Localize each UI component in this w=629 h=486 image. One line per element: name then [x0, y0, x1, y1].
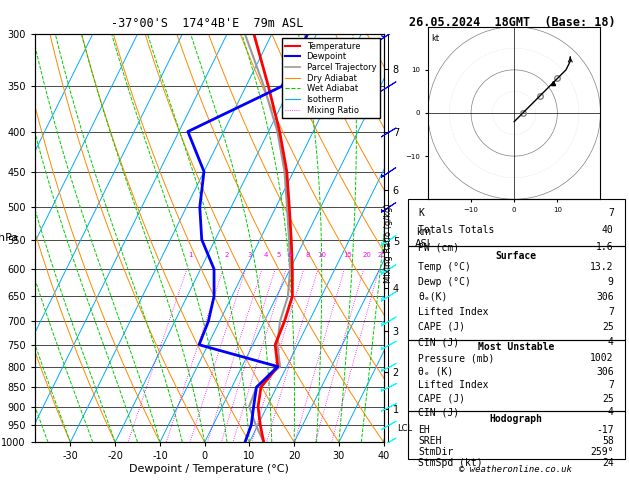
Text: 4: 4 [608, 407, 614, 417]
Text: 4: 4 [264, 252, 268, 258]
Text: 306: 306 [596, 292, 614, 302]
Text: 26.05.2024  18GMT  (Base: 18): 26.05.2024 18GMT (Base: 18) [409, 16, 615, 29]
Text: 1: 1 [189, 252, 193, 258]
Text: 8: 8 [305, 252, 309, 258]
Text: StmDir: StmDir [418, 447, 454, 457]
Text: CIN (J): CIN (J) [418, 407, 460, 417]
Text: 25: 25 [602, 322, 614, 332]
Text: CAPE (J): CAPE (J) [418, 322, 465, 332]
Text: Surface: Surface [496, 251, 537, 261]
Text: 7: 7 [608, 208, 614, 218]
Text: 9: 9 [608, 277, 614, 287]
Text: PW (cm): PW (cm) [418, 242, 460, 252]
Text: -17: -17 [596, 425, 614, 434]
Text: Pressure (mb): Pressure (mb) [418, 353, 495, 363]
Bar [408, 411, 625, 459]
Text: EH: EH [418, 425, 430, 434]
Text: hPa: hPa [0, 233, 18, 243]
Legend: Temperature, Dewpoint, Parcel Trajectory, Dry Adiabat, Wet Adiabat, Isotherm, Mi: Temperature, Dewpoint, Parcel Trajectory… [282, 38, 379, 118]
Text: 20: 20 [362, 252, 372, 258]
Text: kt: kt [431, 34, 440, 43]
Text: SREH: SREH [418, 436, 442, 446]
Text: 10: 10 [317, 252, 326, 258]
Text: 2: 2 [225, 252, 229, 258]
X-axis label: Dewpoint / Temperature (°C): Dewpoint / Temperature (°C) [129, 464, 289, 474]
Text: 7: 7 [608, 307, 614, 317]
Bar [408, 246, 625, 340]
Text: 3: 3 [247, 252, 252, 258]
Text: 15: 15 [343, 252, 352, 258]
Text: -37°00'S  174°4B'E  79m ASL: -37°00'S 174°4B'E 79m ASL [111, 17, 304, 30]
Text: CIN (J): CIN (J) [418, 337, 460, 347]
Text: © weatheronline.co.uk: © weatheronline.co.uk [459, 465, 572, 474]
Text: Lifted Index: Lifted Index [418, 380, 489, 390]
Text: 7: 7 [608, 380, 614, 390]
Text: 13.2: 13.2 [590, 261, 614, 272]
Text: Temp (°C): Temp (°C) [418, 261, 471, 272]
Text: θₑ(K): θₑ(K) [418, 292, 448, 302]
Text: 5: 5 [277, 252, 281, 258]
Text: CAPE (J): CAPE (J) [418, 394, 465, 404]
Text: Most Unstable: Most Unstable [478, 342, 554, 352]
Text: 1002: 1002 [590, 353, 614, 363]
Bar [408, 199, 625, 246]
Text: Totals Totals: Totals Totals [418, 226, 495, 235]
Text: 259°: 259° [590, 447, 614, 457]
Y-axis label: km
ASL: km ASL [415, 227, 433, 249]
Text: 25: 25 [378, 252, 387, 258]
Text: 4: 4 [608, 337, 614, 347]
Text: Lifted Index: Lifted Index [418, 307, 489, 317]
Text: StmSpd (kt): StmSpd (kt) [418, 458, 483, 468]
Text: θₑ (K): θₑ (K) [418, 367, 454, 377]
Text: 6: 6 [287, 252, 292, 258]
Text: LCL: LCL [397, 424, 412, 433]
Text: Dewp (°C): Dewp (°C) [418, 277, 471, 287]
Text: 58: 58 [602, 436, 614, 446]
Bar [408, 340, 625, 411]
Text: 40: 40 [602, 226, 614, 235]
Text: K: K [418, 208, 425, 218]
Text: Mixing Ratio (g/kg): Mixing Ratio (g/kg) [384, 203, 393, 283]
Text: 25: 25 [602, 394, 614, 404]
Text: Hodograph: Hodograph [489, 414, 543, 424]
Text: 1.6: 1.6 [596, 242, 614, 252]
Text: 306: 306 [596, 367, 614, 377]
Text: 24: 24 [602, 458, 614, 468]
